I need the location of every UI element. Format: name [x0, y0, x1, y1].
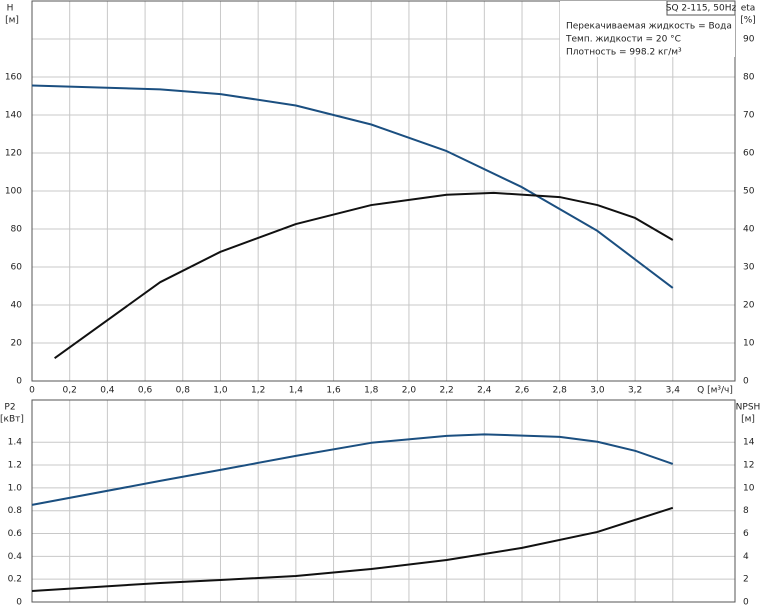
- x-tick-label: 0,8: [176, 386, 191, 396]
- y2-tick-label: 90: [743, 35, 755, 45]
- series-line: [31, 433, 674, 506]
- x-tick-label: 0,6: [138, 386, 153, 396]
- y2-tick-label: 30: [743, 263, 755, 273]
- y2-tick-label: 60: [743, 149, 755, 159]
- y2-tick-label: 20: [743, 301, 755, 311]
- annotation: Перекачиваемая жидкость = Вода: [566, 22, 732, 32]
- y-tick-label: 1.4: [8, 438, 23, 448]
- plot-frame: [31, 0, 736, 382]
- y-tick-label: 0: [16, 377, 22, 387]
- y-tick-label: 160: [5, 73, 22, 83]
- x-tick-label: 0: [29, 386, 35, 396]
- y-tick-label: 0: [16, 598, 22, 608]
- y2-axis-unit: [%]: [740, 16, 756, 26]
- y-tick-label: 60: [11, 263, 23, 273]
- series-line: [31, 506, 674, 593]
- y2-tick-label: 14: [743, 438, 755, 448]
- x-tick-label: 1,2: [251, 386, 265, 396]
- y2-tick-label: 2: [743, 575, 749, 585]
- y2-tick-label: 80: [743, 73, 755, 83]
- x-tick-label: 2,4: [477, 386, 492, 396]
- y2-axis-label: eta: [741, 4, 756, 14]
- x-tick-label: 0,4: [100, 386, 115, 396]
- y2-tick-label: 70: [743, 111, 755, 121]
- y-tick-label: 0.2: [8, 575, 22, 585]
- y-tick-label: 0.8: [8, 506, 23, 516]
- y2-tick-label: 12: [743, 461, 754, 471]
- plot-frame: [31, 399, 736, 603]
- series-line: [54, 191, 674, 360]
- y2-tick-label: 4: [743, 552, 749, 562]
- y2-tick-label: 40: [743, 225, 755, 235]
- x-tick-label: 1,0: [213, 386, 228, 396]
- series-line: [31, 84, 674, 289]
- x-tick-label: 3,4: [666, 386, 681, 396]
- y-tick-label: 100: [5, 187, 22, 197]
- y2-tick-label: 50: [743, 187, 755, 197]
- y-tick-label: 40: [11, 301, 23, 311]
- chart-title: SQ 2-115, 50Hz: [666, 4, 737, 14]
- x-tick-label: 1,8: [364, 386, 379, 396]
- y-tick-label: 140: [5, 111, 22, 121]
- x-tick-label: 2,0: [402, 386, 417, 396]
- x-tick-label: 3,0: [590, 386, 605, 396]
- y-tick-label: 0.6: [8, 529, 23, 539]
- annotation: Плотность = 998.2 кг/м³: [566, 48, 682, 58]
- y-tick-label: 1.0: [8, 483, 23, 493]
- y2-tick-label: 10: [743, 483, 755, 493]
- y-tick-label: 20: [11, 339, 23, 349]
- x-tick-label: 0,2: [63, 386, 77, 396]
- y-tick-label: 120: [5, 149, 22, 159]
- y2-tick-label: 0: [743, 598, 749, 608]
- y-axis-unit: [кВт]: [0, 415, 24, 425]
- y-tick-label: 1.2: [8, 461, 22, 471]
- y2-tick-label: 0: [743, 377, 749, 387]
- x-tick-label: 2,6: [515, 386, 530, 396]
- y-tick-label: 80: [11, 225, 23, 235]
- y2-tick-label: 10: [743, 339, 755, 349]
- y2-axis-unit: [м]: [741, 415, 755, 425]
- y2-tick-label: 6: [743, 529, 749, 539]
- title-box: [666, 0, 736, 16]
- y-tick-label: 0.4: [8, 552, 23, 562]
- x-tick-label: 3,2: [628, 386, 642, 396]
- y-axis-label: H: [7, 4, 14, 14]
- x-tick-label: 1,6: [326, 386, 341, 396]
- annotation: Темп. жидкости = 20 °C: [565, 35, 681, 45]
- y2-axis-label: NPSH: [736, 403, 761, 413]
- x-tick-label: 2,8: [553, 386, 568, 396]
- y-axis-label: P2: [4, 403, 15, 413]
- x-tick-label: 2,2: [439, 386, 453, 396]
- x-axis-label: Q [м³/ч]: [697, 386, 733, 396]
- y-axis-unit: [м]: [5, 16, 19, 26]
- y2-tick-label: 8: [743, 506, 749, 516]
- x-tick-label: 1,4: [289, 386, 304, 396]
